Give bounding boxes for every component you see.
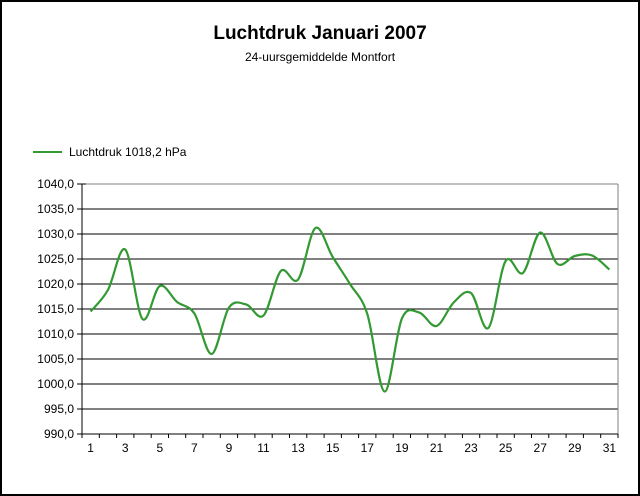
x-tick-label: 17 xyxy=(361,441,375,455)
x-tick-label: 11 xyxy=(257,441,270,455)
legend-line-swatch-icon xyxy=(33,151,62,153)
x-tick-label: 25 xyxy=(499,441,513,455)
y-tick-label: 1000,0 xyxy=(37,377,74,391)
x-tick-label: 1 xyxy=(87,441,94,455)
x-tick-label: 5 xyxy=(156,441,163,455)
y-tick-label: 1035,0 xyxy=(37,202,74,216)
x-tick-label: 23 xyxy=(464,441,478,455)
x-tick-label: 7 xyxy=(191,441,198,455)
y-tick-label: 1015,0 xyxy=(37,302,74,316)
chart-subtitle: 24-uursgemiddelde Montfort xyxy=(244,50,396,64)
y-tick-label: 1020,0 xyxy=(37,277,74,291)
x-tick-label: 13 xyxy=(291,441,305,455)
legend-label: Luchtdruk 1018,2 hPa xyxy=(69,145,187,159)
y-tick-label: 1030,0 xyxy=(37,227,74,241)
x-tick-label: 21 xyxy=(430,441,444,455)
y-tick-label: 1025,0 xyxy=(37,252,74,266)
x-tick-label: 27 xyxy=(534,441,548,455)
x-tick-label: 19 xyxy=(395,441,409,455)
legend: Luchtdruk 1018,2 hPa xyxy=(33,145,186,159)
x-tick-label: 3 xyxy=(122,441,129,455)
y-tick-label: 995,0 xyxy=(44,402,74,416)
y-tick-label: 1005,0 xyxy=(37,352,74,366)
y-tick-label: 1040,0 xyxy=(37,177,74,191)
y-tick-label: 990,0 xyxy=(44,427,74,441)
x-tick-label: 29 xyxy=(568,441,582,455)
y-tick-label: 1010,0 xyxy=(37,327,74,341)
x-tick-label: 15 xyxy=(326,441,340,455)
pressure-line xyxy=(89,226,611,393)
x-tick-label: 31 xyxy=(603,441,617,455)
chart-title: Luchtdruk Januari 2007 xyxy=(213,23,427,44)
x-tick-label: 9 xyxy=(226,441,233,455)
